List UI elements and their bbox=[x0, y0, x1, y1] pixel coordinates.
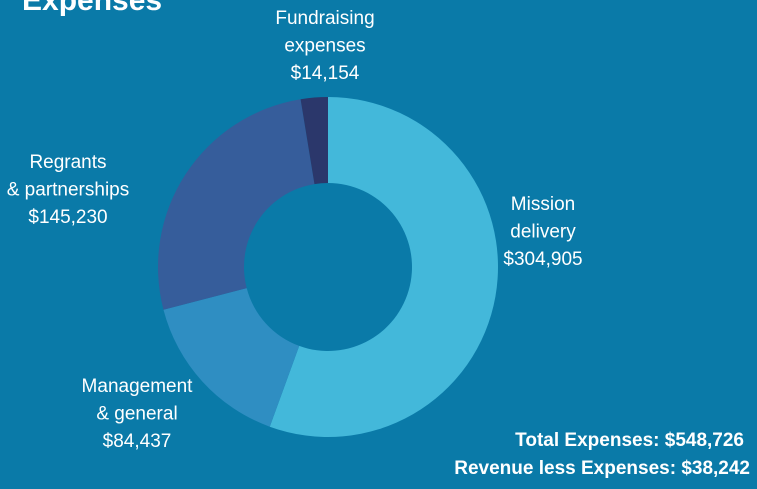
slice-label: & general bbox=[96, 404, 177, 425]
slice-label: & partnerships bbox=[7, 180, 130, 201]
annotation: Revenue less Expenses: $38,242 bbox=[454, 458, 750, 479]
value-label: $304,905 bbox=[503, 249, 582, 270]
slice-label: expenses bbox=[284, 36, 365, 57]
donut-slice bbox=[163, 288, 300, 427]
value-label: $14,154 bbox=[291, 63, 360, 84]
slice-label: Management bbox=[82, 376, 194, 397]
donut-slice bbox=[157, 99, 315, 310]
slice-label: delivery bbox=[510, 222, 576, 243]
chart-title: Expenses bbox=[22, 0, 162, 17]
annotation: Total Expenses: $548,726 bbox=[515, 430, 744, 451]
slice-label: Regrants bbox=[29, 152, 106, 173]
value-label: $84,437 bbox=[103, 431, 172, 452]
donut-slice bbox=[300, 97, 328, 185]
slice-label: Fundraising bbox=[275, 8, 374, 29]
value-label: $145,230 bbox=[28, 207, 107, 228]
donut-slice bbox=[269, 97, 498, 437]
slice-label: Mission bbox=[511, 194, 575, 215]
